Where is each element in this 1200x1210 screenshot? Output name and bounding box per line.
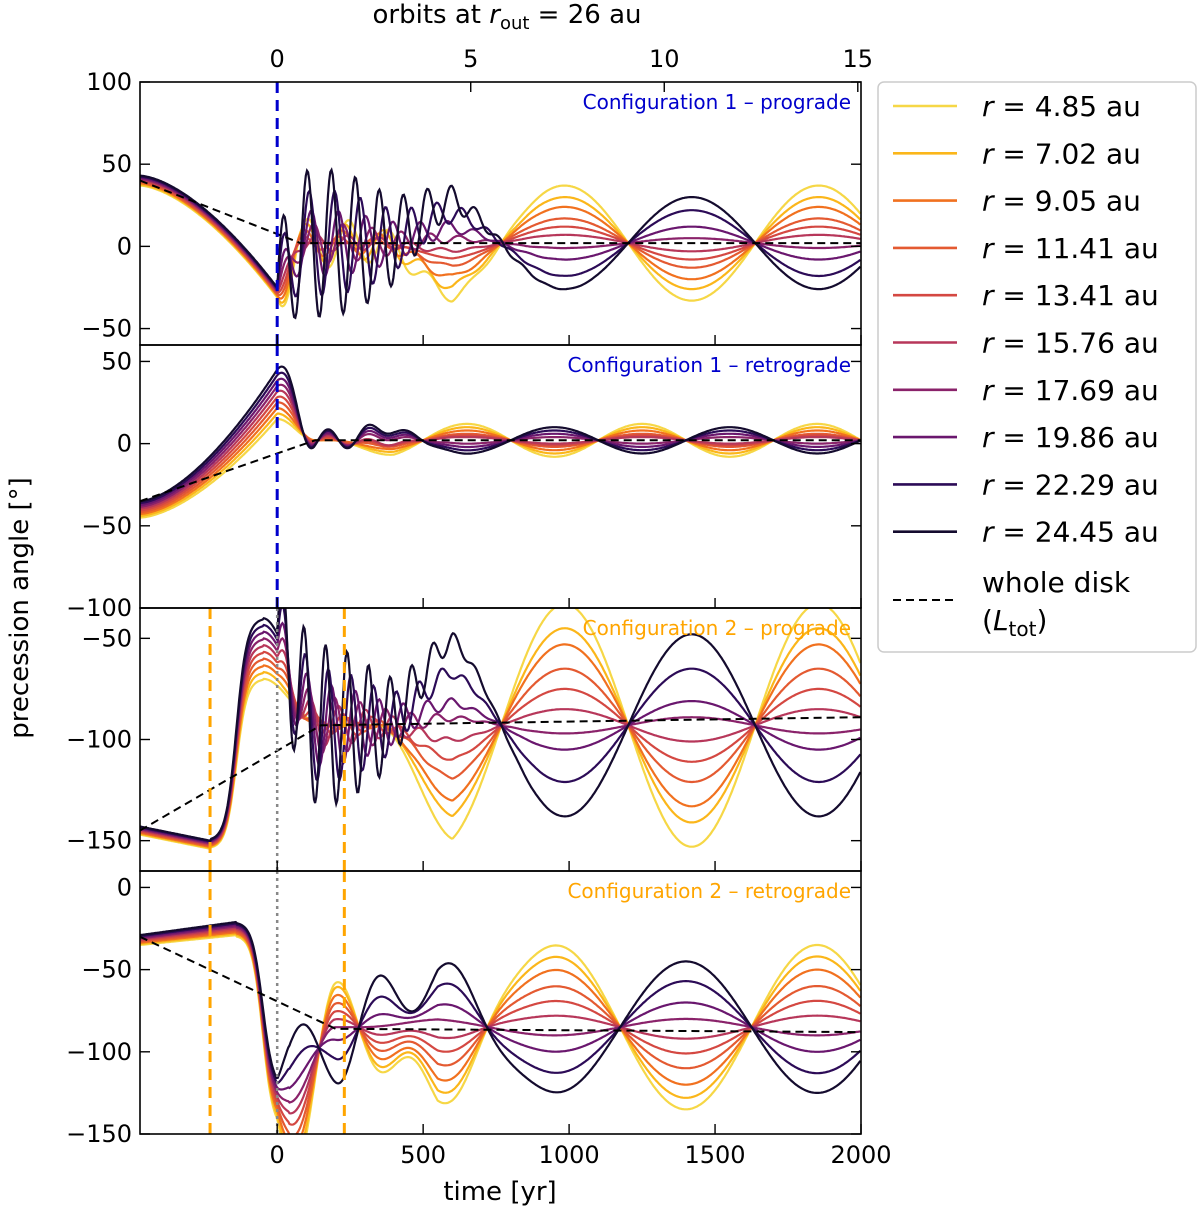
panel-frame-2 bbox=[139, 344, 862, 609]
legend-label: r = 24.45 au bbox=[982, 516, 1159, 549]
x-tick-label: 1500 bbox=[685, 1141, 746, 1169]
y-tick-label: 50 bbox=[101, 347, 132, 375]
legend-label: r = 22.29 au bbox=[982, 468, 1159, 501]
top-axis-ticks: 0 5 10 15 bbox=[270, 45, 874, 92]
panel-config1-retrograde: −100 −50 0 50 Configuration 1 – retrograde bbox=[66, 345, 861, 622]
series-line bbox=[140, 932, 861, 1134]
x-tick-label: 0 bbox=[270, 1141, 285, 1169]
series-line bbox=[140, 176, 861, 292]
series-line bbox=[140, 365, 861, 503]
series-line bbox=[140, 377, 861, 506]
top-axis-title: orbits at rout = 26 au bbox=[373, 0, 642, 34]
legend-label: r = 11.41 au bbox=[982, 232, 1159, 265]
panel-title: Configuration 2 – prograde bbox=[583, 616, 851, 640]
y-tick-label: 0 bbox=[117, 873, 132, 901]
legend-label: r = 19.86 au bbox=[982, 421, 1159, 454]
y-tick-label: −50 bbox=[81, 624, 132, 652]
y-tick-label: 50 bbox=[101, 150, 132, 178]
y-axis-title: precession angle [°] bbox=[5, 477, 35, 739]
y-tick-label: −100 bbox=[66, 1038, 132, 1066]
whole-disk-line bbox=[140, 716, 861, 832]
panel-plot-area bbox=[140, 167, 861, 320]
x-axis-ticks: 0 500 1000 1500 2000 bbox=[270, 335, 892, 1169]
y-tick-label: −150 bbox=[66, 827, 132, 855]
series-line bbox=[140, 395, 861, 512]
whole-disk-line bbox=[140, 179, 861, 245]
series-line bbox=[140, 179, 861, 293]
panel-config2-retrograde: −150 −100 −50 0 Configuration 2 – retrograde bbox=[66, 871, 861, 1148]
x-tick-label: 2000 bbox=[830, 1141, 891, 1169]
legend-label: r = 7.02 au bbox=[982, 137, 1141, 170]
top-axis-tick-label: 0 bbox=[270, 45, 285, 73]
whole-disk-line bbox=[140, 439, 861, 503]
y-tick-label: −50 bbox=[81, 956, 132, 984]
series-line bbox=[140, 931, 861, 1134]
panel-plot-area bbox=[140, 365, 861, 519]
legend-box bbox=[877, 81, 1197, 653]
series-line bbox=[140, 926, 861, 1115]
x-axis-title: time [yr] bbox=[443, 1177, 556, 1207]
series-line bbox=[140, 389, 861, 510]
y-tick-label: −50 bbox=[81, 512, 132, 540]
legend-label: r = 13.41 au bbox=[982, 279, 1159, 312]
panel-plot-area bbox=[140, 608, 861, 850]
y-tick-label: −100 bbox=[66, 594, 132, 622]
y-tick-label: −150 bbox=[66, 1120, 132, 1148]
series-line bbox=[140, 412, 861, 517]
series-line bbox=[140, 383, 861, 508]
y-tick-label: 100 bbox=[86, 68, 132, 96]
top-axis-tick-label: 5 bbox=[463, 45, 478, 73]
y-tick-label: 0 bbox=[117, 232, 132, 260]
panel-title: Configuration 1 – retrograde bbox=[567, 353, 851, 377]
panel-config1-prograde: −50 0 50 100 Configuration 1 – prograde bbox=[81, 68, 861, 345]
panel-title: Configuration 2 – retrograde bbox=[567, 879, 851, 903]
legend-label: r = 4.85 au bbox=[982, 90, 1141, 123]
legend-label: r = 15.76 au bbox=[982, 327, 1159, 360]
panel-frame-1 bbox=[139, 81, 862, 346]
series-line bbox=[140, 177, 861, 292]
panel-title: Configuration 1 – prograde bbox=[583, 90, 851, 114]
panel-frame-4 bbox=[139, 870, 862, 1135]
y-tick-label: −50 bbox=[81, 315, 132, 343]
legend-label: r = 9.05 au bbox=[982, 185, 1141, 218]
panel-config2-prograde: −150 −100 −50 Configuration 2 – prograde bbox=[66, 608, 861, 871]
legend-label-ltot: (Ltot) bbox=[982, 604, 1047, 641]
top-axis-tick-label: 15 bbox=[843, 45, 874, 73]
y-tick-label: 0 bbox=[117, 430, 132, 458]
legend-label-whole-disk: whole disk bbox=[982, 566, 1131, 599]
series-line bbox=[140, 406, 861, 515]
panel-plot-area bbox=[140, 920, 861, 1134]
legend-label: r = 17.69 au bbox=[982, 374, 1159, 407]
y-tick-label: −100 bbox=[66, 726, 132, 754]
legend: r = 4.85 au r = 7.02 au r = 9.05 au r = 11.… bbox=[877, 81, 1197, 653]
series-line bbox=[140, 920, 861, 1094]
top-axis-tick-label: 10 bbox=[649, 45, 680, 73]
series-line bbox=[140, 608, 861, 842]
series-line bbox=[140, 167, 861, 320]
x-tick-label: 1000 bbox=[539, 1141, 600, 1169]
series-line bbox=[140, 929, 861, 1134]
whole-disk-line bbox=[140, 935, 861, 1034]
x-tick-label: 500 bbox=[400, 1141, 446, 1169]
series-line bbox=[140, 175, 861, 298]
